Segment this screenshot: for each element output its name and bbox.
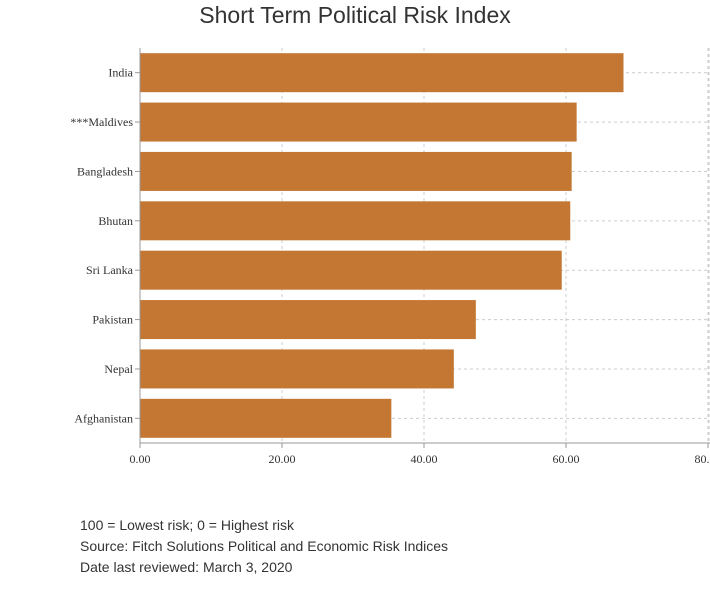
bar [140, 53, 624, 93]
labels-layer: 0.00 20.00 40.00 60.00 80.00 India ***Maldives… [70, 66, 710, 466]
category-label: Afghanistan [74, 411, 133, 425]
source-note: Source: Fitch Solutions Political and Ec… [80, 538, 449, 554]
chart-title: Short Term Political Risk Index [199, 2, 511, 28]
bar [140, 349, 454, 389]
x-tick-label: 60.00 [553, 452, 580, 466]
bar [140, 398, 392, 438]
bar [140, 250, 562, 290]
bar [140, 102, 577, 142]
category-label: Pakistan [92, 313, 133, 327]
category-label: Bhutan [98, 214, 133, 228]
x-tick-label: 40.00 [411, 452, 438, 466]
axis-layer [135, 48, 710, 448]
bar-chart: 0.00 20.00 40.00 60.00 80.00 India ***Maldives… [70, 48, 710, 466]
x-tick-label: 20.00 [269, 452, 296, 466]
bars-layer [140, 53, 624, 438]
category-label: ***Maldives [70, 115, 133, 129]
x-tick-label: 80.00 [695, 452, 710, 466]
category-label: Sri Lanka [86, 263, 134, 277]
chart-notes: 100 = Lowest risk; 0 = Highest risk Sour… [80, 515, 448, 578]
bar [140, 300, 476, 340]
bar [140, 201, 571, 241]
category-label: Bangladesh [77, 164, 133, 178]
date-reviewed-note: Date last reviewed: March 3, 2020 [80, 559, 293, 575]
category-label: India [108, 66, 133, 80]
category-label: Nepal [104, 362, 133, 376]
bar [140, 151, 572, 191]
risk-scale-note: 100 = Lowest risk; 0 = Highest risk [80, 517, 294, 533]
x-tick-label: 0.00 [130, 452, 151, 466]
